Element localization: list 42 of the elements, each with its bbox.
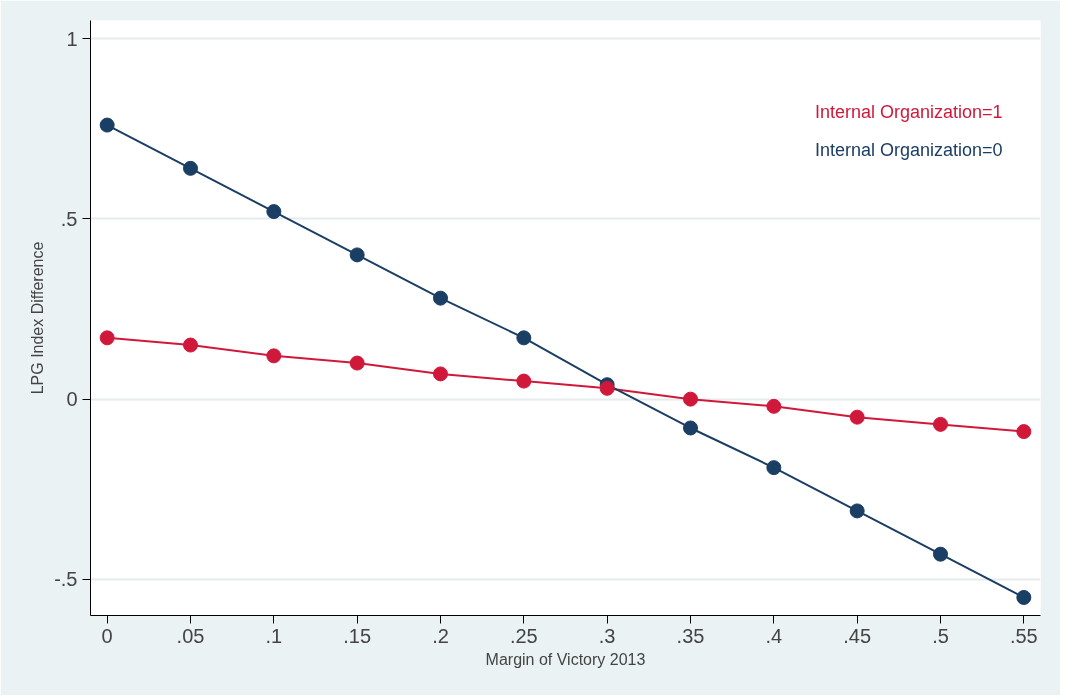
point xyxy=(433,366,448,382)
x-axis-title: Margin of Victory 2013 xyxy=(485,650,646,668)
x-tick-label: .25 xyxy=(509,624,538,647)
point xyxy=(266,348,282,364)
x-tick-label: .35 xyxy=(676,624,705,647)
point xyxy=(433,290,448,306)
text: Internal Organization=0 xyxy=(814,140,1003,161)
x-tick-label: .05 xyxy=(176,624,205,647)
x-tick-label: 0 xyxy=(101,624,113,647)
point xyxy=(349,247,365,263)
point xyxy=(1016,424,1032,440)
point xyxy=(99,330,115,346)
x-tick-label: .3 xyxy=(598,624,616,647)
point xyxy=(683,391,698,407)
point xyxy=(933,546,948,562)
x-tick-label: .2 xyxy=(432,624,449,647)
point xyxy=(849,503,865,519)
y-tick-label: -.5 xyxy=(54,568,78,591)
text: Internal Organization=1 xyxy=(814,101,1003,122)
x-tick-label: .1 xyxy=(265,624,283,647)
point xyxy=(933,416,948,432)
x-tick-label: .4 xyxy=(765,624,783,647)
point xyxy=(516,373,532,389)
point xyxy=(99,117,115,133)
x-tick-label: .5 xyxy=(932,624,949,647)
point xyxy=(766,398,782,414)
y-tick-label: 1 xyxy=(66,27,78,50)
x-tick-label: .45 xyxy=(843,624,872,647)
point xyxy=(849,409,865,425)
y-tick-label: 0 xyxy=(66,388,78,411)
point xyxy=(183,160,198,176)
x-tick-label: .55 xyxy=(1009,624,1038,647)
point xyxy=(683,420,698,436)
point xyxy=(1016,589,1032,605)
y-tick-label: .5 xyxy=(60,207,78,230)
point xyxy=(516,330,532,346)
point xyxy=(766,460,782,476)
x-tick-label: .15 xyxy=(343,624,372,647)
y-axis-title: LPG Index Difference xyxy=(29,241,47,395)
point xyxy=(183,337,198,353)
point xyxy=(266,204,282,220)
point xyxy=(349,355,365,371)
